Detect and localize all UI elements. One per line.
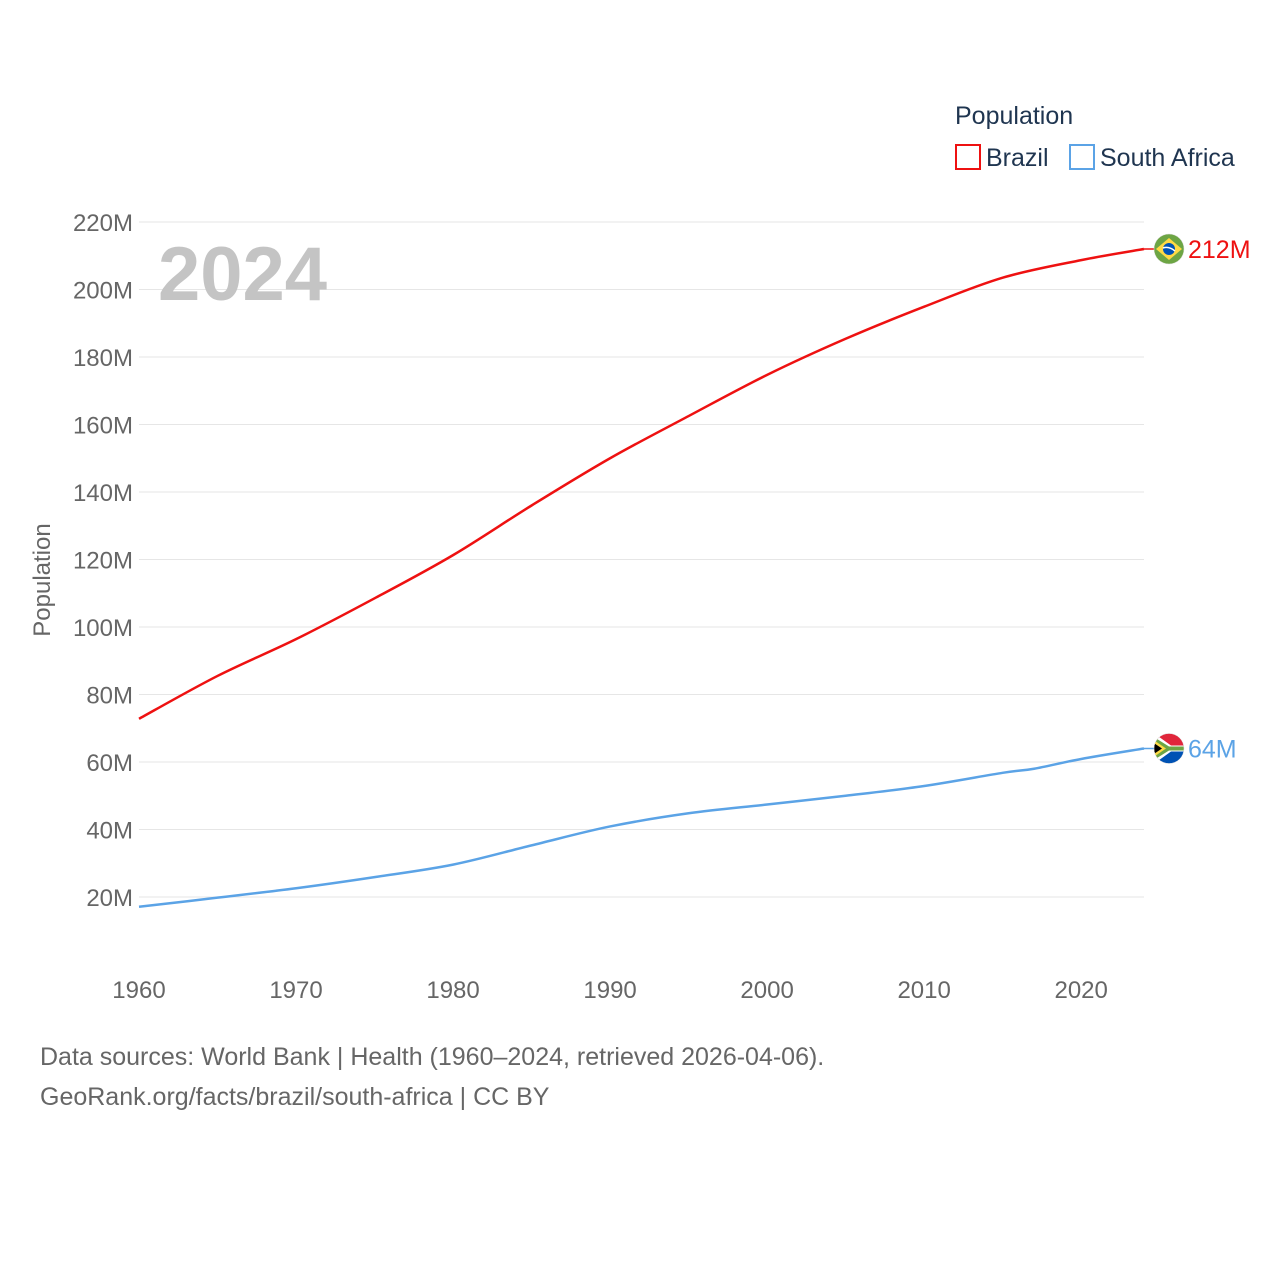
x-tick-label: 1970 bbox=[269, 977, 322, 1004]
x-tick-label: 2000 bbox=[740, 977, 793, 1004]
series-line-brazil bbox=[138, 247, 1145, 720]
y-tick-label: 80M bbox=[86, 683, 133, 710]
end-markers: 212M 64M bbox=[1144, 233, 1251, 764]
footer-attribution[interactable]: GeoRank.org/facts/brazil/south-africa | … bbox=[40, 1083, 550, 1111]
y-tick-label: 140M bbox=[73, 480, 133, 507]
legend-item-brazil[interactable]: Brazil bbox=[955, 144, 1049, 172]
legend-title: Population bbox=[955, 102, 1073, 130]
y-tick-label: 220M bbox=[73, 210, 133, 237]
y-tick-label: 120M bbox=[73, 548, 133, 575]
series-line-south-africa bbox=[138, 747, 1145, 909]
x-tick-label: 1990 bbox=[583, 977, 636, 1004]
gridlines bbox=[139, 221, 1144, 898]
footer-sources: Data sources: World Bank | Health (1960–… bbox=[40, 1043, 825, 1071]
end-value-label: 212M bbox=[1188, 236, 1251, 264]
y-tick-label: 160M bbox=[73, 413, 133, 440]
year-label: 2024 bbox=[158, 232, 327, 317]
population-line-chart: 20M 40M 60M 80M 100M 120M 140M 160M 180M 200M 220M… bbox=[29, 102, 1251, 1004]
y-tick-label: 40M bbox=[86, 818, 133, 845]
y-tick-label: 20M bbox=[86, 885, 133, 912]
legend-label-south-africa: South Africa bbox=[1100, 144, 1235, 172]
y-tick-label: 180M bbox=[73, 345, 133, 372]
legend[interactable]: Population Brazil South Africa bbox=[955, 102, 1235, 172]
y-axis-ticks: 20M 40M 60M 80M 100M 120M 140M 160M 180M 200M 220M bbox=[73, 210, 133, 912]
brazil-flag-icon bbox=[1153, 233, 1185, 265]
legend-item-south-africa[interactable]: South Africa bbox=[1069, 144, 1235, 172]
y-axis-title: Population bbox=[29, 523, 56, 636]
y-tick-label: 60M bbox=[86, 750, 133, 777]
series-lines bbox=[138, 247, 1145, 909]
y-tick-label: 200M bbox=[73, 278, 133, 305]
end-value-label: 64M bbox=[1188, 736, 1237, 764]
legend-swatch-south-africa bbox=[1069, 144, 1095, 170]
south-africa-flag-icon bbox=[1153, 733, 1185, 764]
legend-swatch-brazil bbox=[955, 144, 981, 170]
legend-label-brazil: Brazil bbox=[986, 144, 1049, 172]
x-tick-label: 1980 bbox=[426, 977, 479, 1004]
x-tick-label: 2010 bbox=[897, 977, 950, 1004]
y-tick-label: 100M bbox=[73, 615, 133, 642]
x-tick-label: 1960 bbox=[112, 977, 165, 1004]
x-axis-ticks: 1960 1970 1980 1990 2000 2010 2020 bbox=[112, 977, 1108, 1004]
x-tick-label: 2020 bbox=[1054, 977, 1107, 1004]
